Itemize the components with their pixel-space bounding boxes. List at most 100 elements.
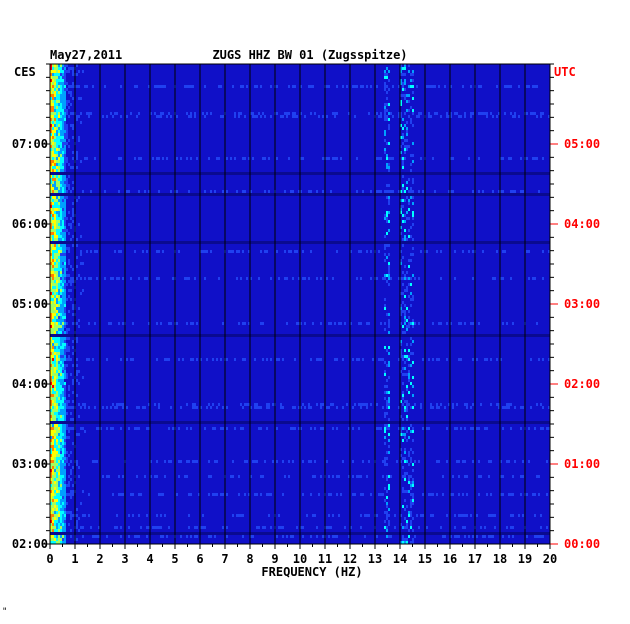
spectrogram-cell [388,508,390,511]
spectrogram-cell [62,319,64,322]
spectrogram-cell [178,460,180,463]
spectrogram-cell [60,439,62,442]
spectrogram-cell [54,142,56,145]
spectrogram-cell [50,283,52,286]
spectrogram-cell [222,493,224,496]
spectrogram-cell [82,190,84,193]
spectrogram-cell [184,277,186,280]
spectrogram-cell [54,292,56,295]
spectrogram-cell [52,73,54,76]
spectrogram-cell [402,538,404,541]
spectrogram-cell [242,322,244,325]
spectrogram-cell [50,424,52,427]
spectrogram-cell [358,475,360,478]
spectrogram-cell [68,139,70,142]
spectrogram-cell [114,526,116,529]
spectrogram-cell [402,82,404,85]
spectrogram-cell [488,475,490,478]
spectrogram-cell [50,430,52,433]
spectrogram-cell [52,184,54,187]
spectrogram-cell [350,526,352,529]
spectrogram-cell [234,157,236,160]
spectrogram-cell [62,157,64,160]
spectrogram-cell [304,277,306,280]
spectrogram-cell [52,376,54,379]
spectrogram-cell [60,73,62,76]
spectrogram-cell [282,358,284,361]
spectrogram-cell [336,406,338,409]
spectrogram-cell [64,244,66,247]
spectrogram-cell [542,157,544,160]
spectrogram-cell [62,262,64,265]
spectrogram-cell [478,493,480,496]
spectrogram-cell [56,217,58,220]
spectrogram-cell [242,427,244,430]
spectrogram-cell [64,352,66,355]
spectrogram-cell [62,301,64,304]
spectrogram-cell [50,418,52,421]
spectrogram-cell [262,475,264,478]
spectrogram-cell [52,67,54,70]
spectrogram-cell [64,94,66,97]
spectrogram-cell [76,151,78,154]
spectrogram-cell [248,403,250,406]
spectrogram-cell [70,217,72,220]
spectrogram-cell [64,184,66,187]
spectrogram-cell [58,385,60,388]
spectrogram-cell [408,529,410,532]
spectrogram-cell [56,208,58,211]
spectrogram-cell [404,472,406,475]
spectrogram-cell [60,325,62,328]
spectrogram-cell [50,88,52,91]
spectrogram-cell [356,475,358,478]
spectrogram-cell [202,112,204,115]
spectrogram-cell [388,427,390,430]
spectrogram-cell [192,406,194,409]
spectrogram-cell [68,163,70,166]
spectrogram-cell [60,418,62,421]
spectrogram-cell [170,115,172,118]
spectrogram-cell [52,511,54,514]
spectrogram-cell [64,295,66,298]
spectrogram-cell [300,190,302,193]
spectrogram-cell [62,286,64,289]
spectrogram-cell [60,184,62,187]
spectrogram-cell [478,190,480,193]
spectrogram-cell [70,223,72,226]
spectrogram-cell [388,406,390,409]
spectrogram-cell [62,271,64,274]
spectrogram-cell [62,490,64,493]
spectrogram-cell [386,256,388,259]
spectrogram-cell [406,145,408,148]
spectrogram-cell [408,511,410,514]
spectrogram-cell [210,475,212,478]
spectrogram-cell [82,526,84,529]
spectrogram-cell [68,358,70,361]
spectrogram-cell [60,466,62,469]
spectrogram-cell [388,124,390,127]
spectrogram-cell [410,541,412,544]
spectrogram-cell [512,322,514,325]
spectrogram-cell [64,274,66,277]
spectrogram-cell [58,328,60,331]
spectrogram-cell [470,112,472,115]
spectrogram-cell [76,358,78,361]
spectrogram-cell [150,112,152,115]
spectrogram-cell [398,277,400,280]
spectrogram-cell [76,238,78,241]
spectrogram-cell [384,370,386,373]
spectrogram-cell [334,157,336,160]
spectrogram-cell [60,211,62,214]
spectrogram-cell [386,400,388,403]
spectrogram-cell [120,535,122,538]
spectrogram-cell [222,526,224,529]
spectrogram-cell [62,217,64,220]
spectrogram-cell [400,151,402,154]
spectrogram-cell [192,85,194,88]
spectrogram-cell [72,493,74,496]
spectrogram-cell [58,502,60,505]
spectrogram-cell [156,514,158,517]
spectrogram-cell [422,190,424,193]
spectrogram-cell [252,157,254,160]
spectrogram-cell [408,490,410,493]
